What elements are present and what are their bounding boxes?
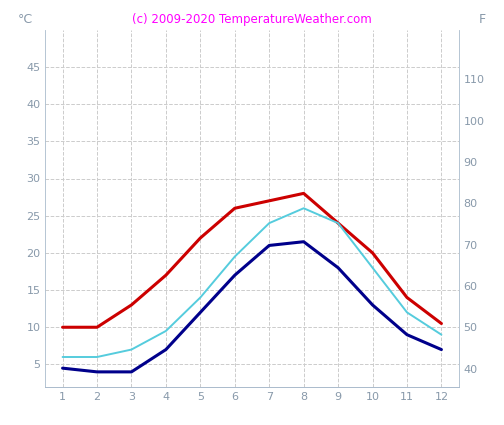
Text: °C: °C — [18, 13, 33, 26]
Text: (c) 2009-2020 TemperatureWeather.com: (c) 2009-2020 TemperatureWeather.com — [132, 13, 372, 26]
Text: F: F — [479, 13, 486, 26]
